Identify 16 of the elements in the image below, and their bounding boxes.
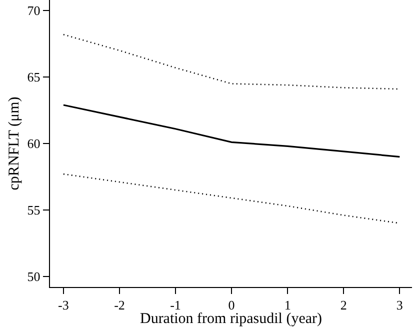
x-tick-label: -2 bbox=[114, 298, 125, 313]
y-tick-label: 50 bbox=[27, 268, 40, 284]
x-tick-label: -1 bbox=[170, 298, 181, 313]
line-series bbox=[62, 34, 400, 90]
y-axis-title: cpRNFLT (μm) bbox=[6, 96, 23, 190]
x-tick-label: 3 bbox=[396, 298, 403, 313]
y-tick-label: 70 bbox=[27, 3, 40, 18]
x-axis-title: Duration from ripasudil (year) bbox=[140, 311, 322, 327]
x-tick-label: -3 bbox=[58, 298, 69, 313]
y-tick-label: 65 bbox=[27, 70, 40, 85]
x-tick-label: 1 bbox=[284, 298, 291, 313]
x-tick-label: 2 bbox=[340, 298, 347, 313]
x-tick-label: 0 bbox=[228, 298, 235, 313]
y-tick-label: 60 bbox=[27, 136, 40, 152]
line-series bbox=[62, 104, 400, 158]
y-tick-label: 55 bbox=[27, 202, 40, 218]
